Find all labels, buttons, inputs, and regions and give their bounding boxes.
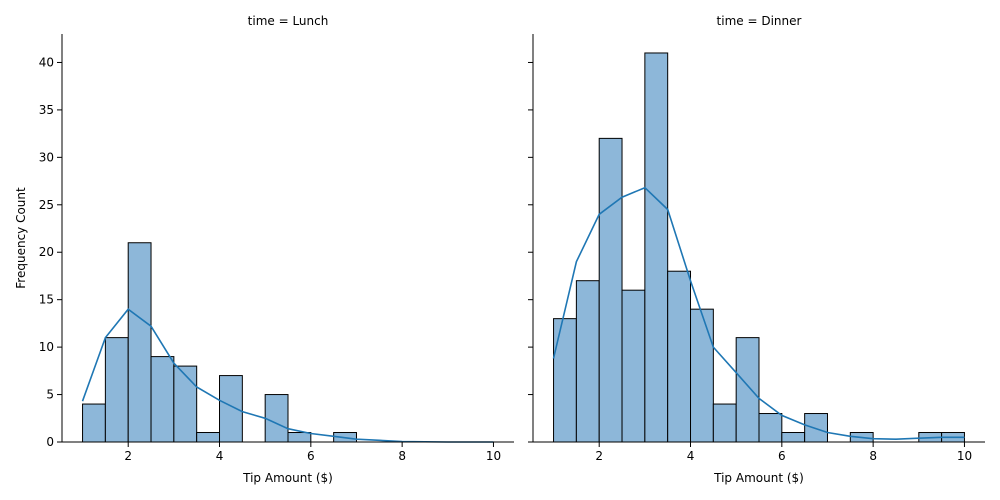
histogram-bar bbox=[196, 432, 221, 443]
panel-dinner: time = Dinner Tip Amount ($) 2 4 6 8 10 bbox=[528, 14, 985, 485]
histogram-bar bbox=[804, 413, 828, 443]
histogram-bar bbox=[264, 394, 289, 443]
histogram-bar bbox=[621, 289, 646, 443]
y-tick-label: 0 bbox=[46, 435, 54, 449]
x-tick-label: 4 bbox=[216, 449, 224, 463]
y-tick-label: 40 bbox=[39, 55, 54, 69]
y-tick-label: 35 bbox=[39, 103, 54, 117]
histogram-bar bbox=[173, 365, 198, 443]
panel-lunch: time = Lunch Frequency Count Tip Amount … bbox=[14, 14, 514, 485]
y-tick-label: 15 bbox=[39, 293, 54, 307]
x-tick-label: 2 bbox=[595, 449, 603, 463]
histogram-bar bbox=[712, 403, 737, 443]
x-tick-label: 2 bbox=[124, 449, 132, 463]
ylabel: Frequency Count bbox=[14, 187, 28, 289]
y-tick-label: 5 bbox=[46, 388, 54, 402]
y-tick-label: 10 bbox=[39, 340, 54, 354]
x-tick-label: 6 bbox=[778, 449, 786, 463]
histogram-bar bbox=[781, 432, 806, 443]
kde-line bbox=[81, 308, 494, 443]
x-tick-label: 4 bbox=[687, 449, 695, 463]
histogram-bar bbox=[667, 270, 692, 443]
panel-title-dinner: time = Dinner bbox=[717, 14, 802, 28]
histogram-bar bbox=[287, 432, 312, 443]
histogram-bar bbox=[219, 375, 243, 443]
y-tick-label: 30 bbox=[39, 150, 54, 164]
x-tick-label: 8 bbox=[398, 449, 406, 463]
y-tick-label: 20 bbox=[39, 245, 54, 259]
histogram-bar bbox=[598, 137, 623, 443]
histogram-bar bbox=[553, 318, 577, 443]
histogram-bar bbox=[758, 413, 783, 443]
x-tick-label: 10 bbox=[957, 449, 972, 463]
y-tick-label: 25 bbox=[39, 198, 54, 212]
x-tick-label: 10 bbox=[486, 449, 501, 463]
xlabel-dinner: Tip Amount ($) bbox=[713, 471, 804, 485]
kde-line bbox=[552, 186, 965, 441]
histogram-bar bbox=[690, 308, 714, 443]
histogram-bar bbox=[104, 337, 129, 443]
histogram-bar bbox=[127, 242, 152, 443]
histogram-bar bbox=[644, 52, 669, 443]
histogram-bar bbox=[82, 403, 106, 443]
x-tick-label: 8 bbox=[869, 449, 877, 463]
histogram-bar bbox=[735, 337, 760, 443]
histogram-bar bbox=[150, 356, 175, 443]
x-tick-label: 6 bbox=[307, 449, 315, 463]
histogram-bar bbox=[575, 280, 600, 443]
panel-title-lunch: time = Lunch bbox=[248, 14, 329, 28]
xlabel-lunch: Tip Amount ($) bbox=[242, 471, 333, 485]
